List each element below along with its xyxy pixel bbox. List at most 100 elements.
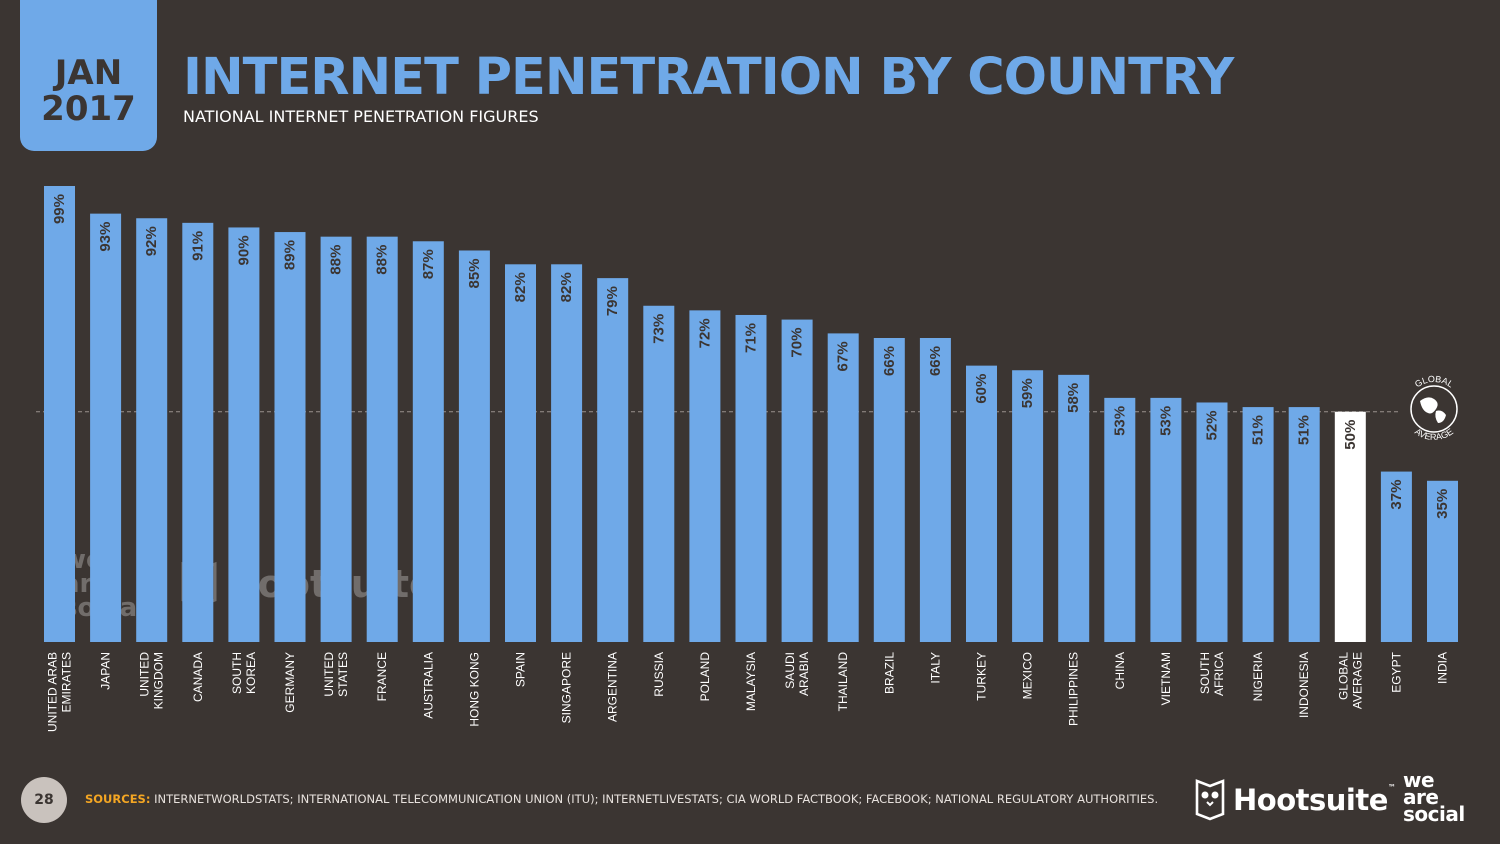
bar — [781, 319, 813, 642]
category-label: RUSSIA — [652, 652, 666, 697]
bar — [1334, 411, 1366, 642]
bar-value-label: 67% — [835, 341, 852, 371]
bar — [228, 227, 260, 643]
date-badge: JAN 2017 — [20, 0, 157, 151]
bar — [1196, 402, 1228, 642]
category-label: FRANCE — [375, 652, 389, 701]
bar — [505, 264, 536, 642]
bar — [966, 365, 997, 642]
category-label: MALAYSIA — [744, 652, 758, 711]
bar — [735, 314, 767, 642]
category-label: HONG KONG — [467, 652, 481, 727]
bar — [643, 305, 675, 642]
bar-value-label: 71% — [743, 323, 760, 353]
bar-value-label: 82% — [558, 272, 575, 302]
category-label: EGYPT — [1389, 651, 1403, 692]
bar — [1058, 374, 1090, 642]
category-label: UNITED — [322, 652, 336, 697]
bar — [412, 241, 444, 643]
bar — [1288, 407, 1320, 642]
bar — [458, 250, 490, 642]
bar-value-label: 60% — [973, 374, 990, 404]
category-label: NIGERIA — [1251, 652, 1265, 701]
bar-value-label: 66% — [881, 346, 898, 376]
bar-value-label: 73% — [650, 314, 667, 344]
category-label: PHILIPPINES — [1067, 652, 1081, 726]
globe-continents — [1420, 397, 1446, 423]
category-label: INDIA — [1436, 652, 1450, 684]
category-label: AFRICA — [1212, 652, 1226, 696]
bar-value-label: 88% — [328, 245, 345, 275]
page-subtitle: NATIONAL INTERNET PENETRATION FIGURES — [183, 107, 539, 126]
bar — [1150, 397, 1182, 642]
bar — [136, 218, 168, 642]
bar — [366, 236, 398, 642]
category-label: ARABIA — [797, 652, 811, 696]
bar-value-label: 99% — [51, 194, 68, 224]
sources-text: INTERNETWORLDSTATS; INTERNATIONAL TELECO… — [154, 792, 1159, 806]
page-number: 28 — [21, 777, 67, 823]
category-label: SPAIN — [514, 652, 528, 687]
bar-value-label: 70% — [789, 328, 806, 358]
bar-value-label: 89% — [282, 240, 299, 270]
category-label: SOUTH — [1198, 652, 1212, 694]
bar-value-label: 53% — [1157, 406, 1174, 436]
bar-value-label: 91% — [189, 231, 206, 261]
bar — [182, 222, 214, 642]
bar — [1427, 480, 1458, 642]
category-label: STATES — [336, 652, 350, 697]
bar-value-label: 52% — [1204, 410, 1221, 440]
bar-value-label: 90% — [235, 235, 252, 265]
category-label: EMIRATES — [60, 652, 74, 712]
category-label: KINGDOM — [152, 652, 166, 709]
category-label: SAUDI — [783, 652, 797, 689]
category-label: MEXICO — [1021, 652, 1035, 699]
bar-value-label: 85% — [466, 258, 483, 288]
category-label: CHINA — [1113, 652, 1127, 689]
hootsuite-logo: Hootsuite™ — [1195, 778, 1396, 822]
hootsuite-wordmark: Hootsuite — [1233, 783, 1388, 817]
bar — [873, 338, 905, 642]
category-label: SOUTH — [230, 652, 244, 694]
page-title: INTERNET PENETRATION BY COUNTRY — [183, 48, 1234, 107]
bar — [597, 278, 629, 642]
category-label: JAPAN — [99, 652, 113, 690]
bar-value-label: 58% — [1065, 383, 1082, 413]
category-label: UNITED — [138, 652, 152, 697]
badge-bottom-text: AVERAGE — [1413, 426, 1455, 442]
bar-value-label: 87% — [420, 249, 437, 279]
category-label: UNITED ARAB — [46, 652, 60, 732]
owl-icon — [1195, 779, 1225, 821]
trademark: ™ — [1387, 783, 1396, 792]
category-label: TURKEY — [975, 652, 989, 701]
bar-value-label: 66% — [927, 346, 944, 376]
bar — [1242, 407, 1274, 642]
global-average-badge: GLOBAL AVERAGE — [1410, 374, 1458, 442]
category-label: KOREA — [244, 652, 258, 694]
bar-value-label: 59% — [1019, 378, 1036, 408]
bar — [1104, 397, 1136, 642]
category-label: BRAZIL — [882, 652, 896, 694]
sources-label: SOURCES: — [85, 792, 151, 806]
bar — [1380, 471, 1412, 642]
bar-value-label: 53% — [1111, 406, 1128, 436]
badge-top-text: GLOBAL — [1413, 374, 1455, 390]
bar — [90, 213, 122, 643]
category-label: AUSTRALIA — [421, 652, 435, 719]
bar — [689, 310, 721, 642]
category-label: ARGENTINA — [606, 652, 620, 722]
category-label: AVERAGE — [1350, 652, 1364, 709]
category-label: SINGAPORE — [560, 652, 574, 723]
category-label: THAILAND — [836, 652, 850, 712]
date-year: 2017 — [41, 89, 136, 129]
bar-value-label: 93% — [97, 222, 114, 252]
bar-value-label: 51% — [1250, 415, 1267, 445]
category-label: POLAND — [698, 652, 712, 702]
bar — [274, 232, 306, 642]
bar-value-label: 51% — [1296, 415, 1313, 445]
bar-value-label: 37% — [1388, 480, 1405, 510]
date-month: JAN — [54, 53, 123, 93]
category-label: GERMANY — [283, 652, 297, 713]
sources-line: SOURCES: INTERNETWORLDSTATS; INTERNATION… — [85, 792, 1158, 806]
category-label: GLOBAL — [1336, 652, 1350, 700]
